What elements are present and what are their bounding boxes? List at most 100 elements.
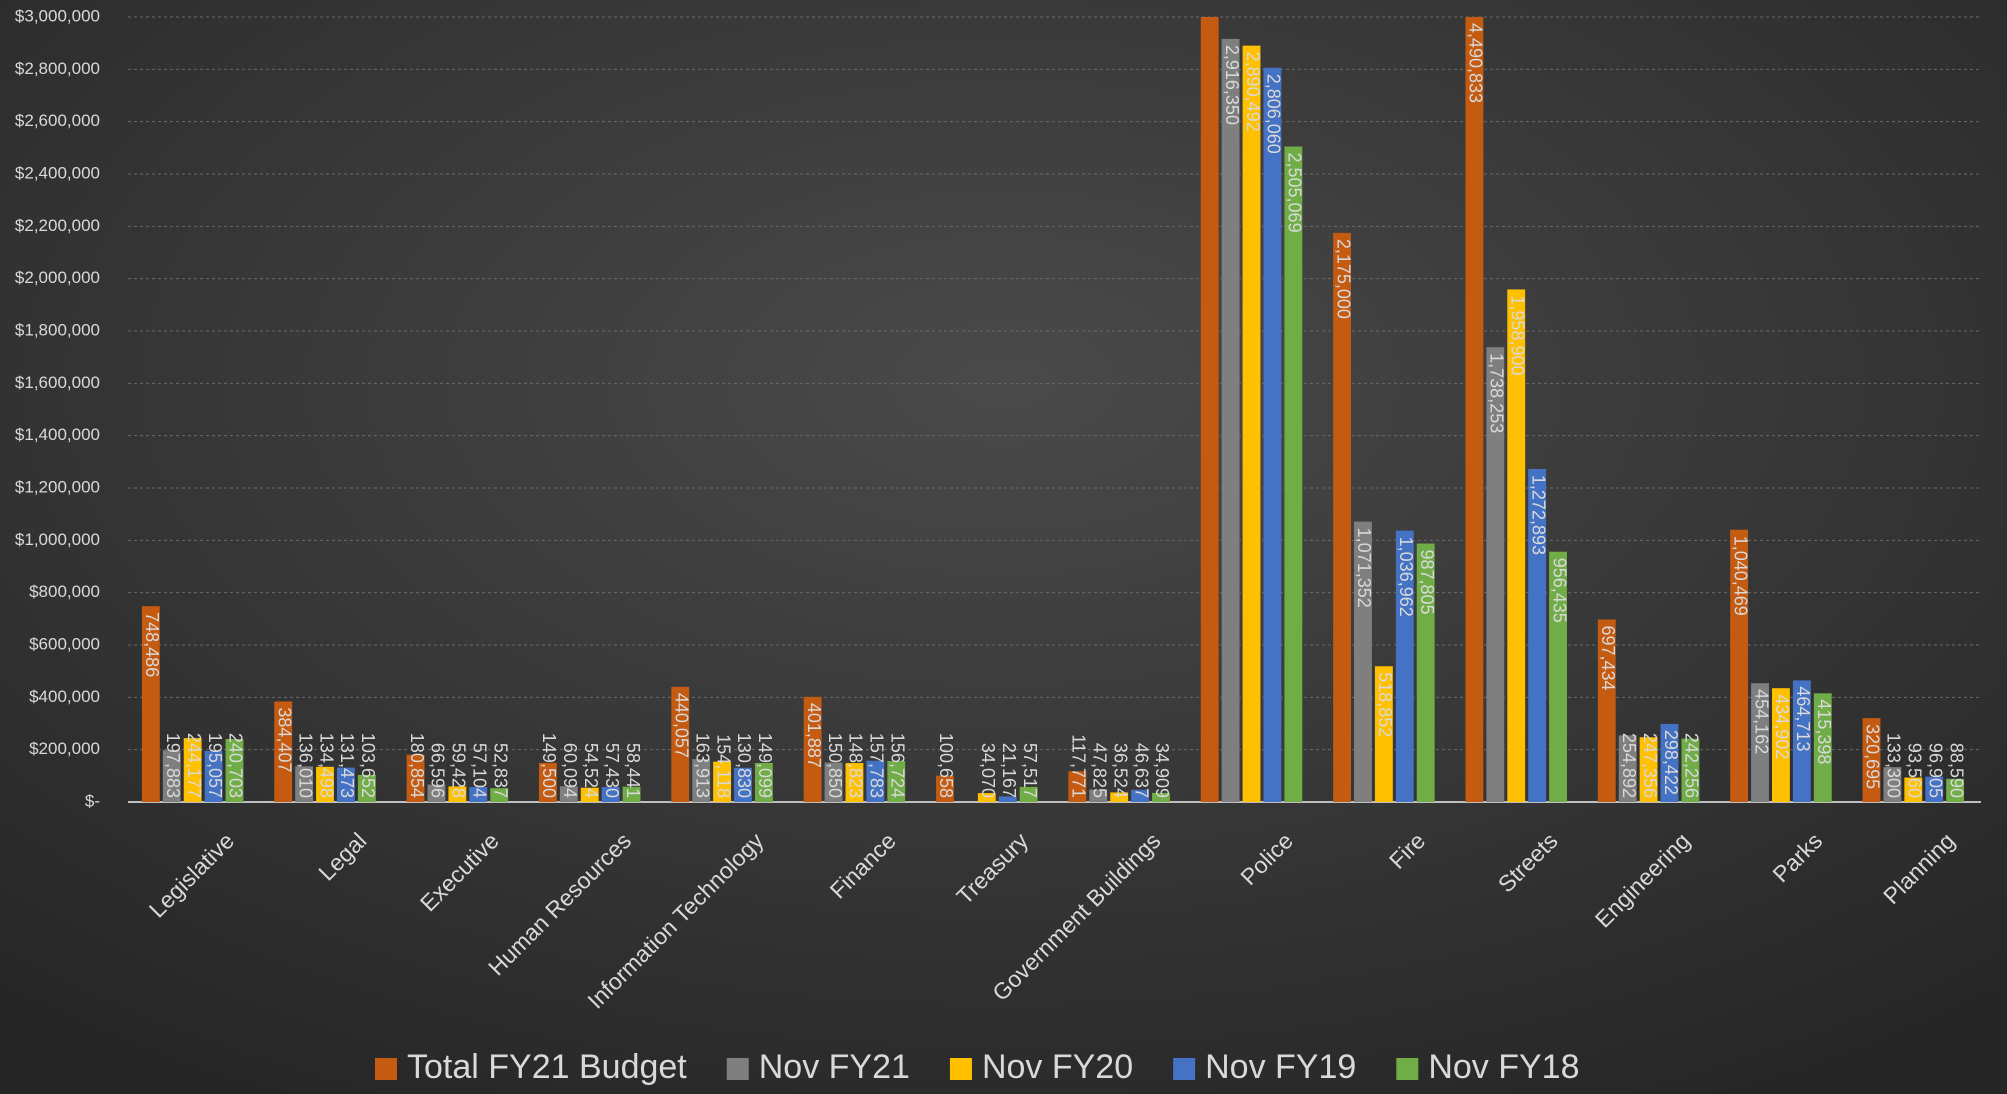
data-label: 434,902	[1772, 694, 1792, 759]
data-label: 244,177	[184, 733, 204, 798]
data-label: 956,435	[1549, 558, 1569, 623]
bar	[1131, 789, 1150, 802]
bar	[1792, 680, 1811, 802]
data-label: 57,430	[602, 743, 622, 798]
data-label: 46,637	[1131, 743, 1151, 798]
bar	[427, 784, 446, 802]
y-tick-label: $2,000,000	[15, 268, 100, 287]
data-label: 130,830	[734, 733, 754, 798]
legend-label: Nov FY20	[982, 1048, 1133, 1086]
data-label: 93,560	[1905, 743, 1925, 798]
y-tick-label: $1,400,000	[15, 425, 100, 444]
legend-swatch	[375, 1058, 397, 1080]
data-label: 197,883	[163, 733, 183, 798]
data-label: 2,505,069	[1285, 153, 1305, 233]
bar	[936, 775, 954, 802]
y-tick-label: $1,200,000	[15, 477, 100, 496]
y-tick-label: $1,000,000	[15, 530, 100, 549]
bar	[998, 796, 1017, 802]
bar	[713, 761, 732, 802]
data-label: 2,916,350	[1222, 45, 1242, 125]
bar	[1486, 347, 1505, 802]
bar	[824, 762, 843, 802]
data-label: 1,040,469	[1730, 536, 1750, 616]
data-label: 88,590	[1946, 743, 1966, 798]
y-tick-label: $200,000	[29, 739, 100, 758]
y-tick-label: $2,800,000	[15, 59, 100, 78]
data-label: 415,398	[1814, 699, 1834, 764]
y-tick-label: $600,000	[29, 634, 100, 653]
bar	[1200, 17, 1219, 802]
data-label: 21,167	[999, 743, 1019, 798]
y-tick-label: $2,200,000	[15, 216, 100, 235]
y-tick-label: $-	[85, 791, 100, 810]
y-tick-label: $400,000	[29, 687, 100, 706]
data-label: 34,070	[978, 743, 998, 798]
bar	[204, 750, 223, 802]
bar	[1639, 737, 1658, 802]
bar	[1528, 468, 1547, 802]
bar	[1416, 543, 1435, 802]
data-label: 320,695	[1863, 724, 1883, 789]
y-tick-label: $2,600,000	[15, 111, 100, 130]
data-label: 440,057	[672, 693, 692, 758]
bar	[1549, 551, 1567, 802]
y-tick-label: $2,400,000	[15, 163, 100, 182]
data-label: 36,524	[1110, 743, 1130, 798]
bar	[1751, 683, 1769, 802]
data-label: 133,300	[1884, 733, 1904, 798]
data-label: 59,428	[449, 743, 469, 798]
legend-swatch	[726, 1058, 749, 1080]
data-label: 149,099	[755, 733, 775, 798]
bar	[1618, 735, 1637, 802]
data-label: 148,823	[846, 733, 866, 798]
bar	[336, 767, 355, 802]
data-label: 131,473	[337, 733, 357, 798]
data-label: 1,738,253	[1487, 353, 1507, 433]
data-label: 154,118	[713, 734, 733, 798]
data-label: 247,356	[1640, 733, 1660, 798]
bar	[1019, 786, 1038, 802]
legend-label: Nov FY21	[759, 1048, 910, 1086]
data-label: 103,652	[358, 733, 378, 798]
bar	[1813, 693, 1832, 802]
data-label: 157,783	[867, 733, 887, 798]
bar	[225, 739, 244, 802]
bar	[1660, 723, 1679, 802]
data-label: 518,852	[1375, 672, 1395, 737]
data-label: 96,905	[1925, 743, 1945, 798]
data-label: 2,175,000	[1333, 239, 1353, 319]
data-label: 156,724	[888, 733, 908, 798]
bar	[1946, 778, 1965, 802]
bar	[887, 760, 906, 802]
data-label: 748,486	[142, 612, 162, 677]
legend-label: Nov FY18	[1428, 1048, 1579, 1086]
data-label: 52,837	[490, 743, 510, 798]
bar	[1681, 738, 1700, 802]
bar	[469, 787, 488, 802]
data-label: 4,490,833	[1466, 23, 1486, 103]
bars	[141, 17, 1965, 803]
bar	[977, 793, 996, 802]
data-label: 1,958,900	[1507, 295, 1527, 375]
bar	[1263, 67, 1282, 803]
bar	[1465, 17, 1484, 803]
bar	[1284, 146, 1303, 802]
data-label: 384,407	[274, 707, 294, 772]
data-label: 464,713	[1793, 686, 1813, 751]
bar	[1904, 777, 1923, 802]
bar	[1730, 529, 1749, 802]
legend: Total FY21 Budget Nov FY21 Nov FY20 Nov FY1…	[375, 1048, 1580, 1086]
bar	[1925, 776, 1944, 802]
data-label: 1,071,352	[1354, 528, 1374, 608]
legend-swatch	[1396, 1058, 1419, 1080]
bar	[1333, 232, 1351, 802]
bar	[316, 766, 334, 802]
data-label: 34,909	[1152, 743, 1172, 798]
bar	[1152, 792, 1170, 802]
data-label: 454,162	[1751, 689, 1771, 754]
data-label: 2,890,492	[1243, 52, 1263, 132]
y-tick-label: $1,800,000	[15, 320, 100, 339]
bar	[559, 786, 578, 802]
data-label: 697,434	[1598, 626, 1618, 691]
